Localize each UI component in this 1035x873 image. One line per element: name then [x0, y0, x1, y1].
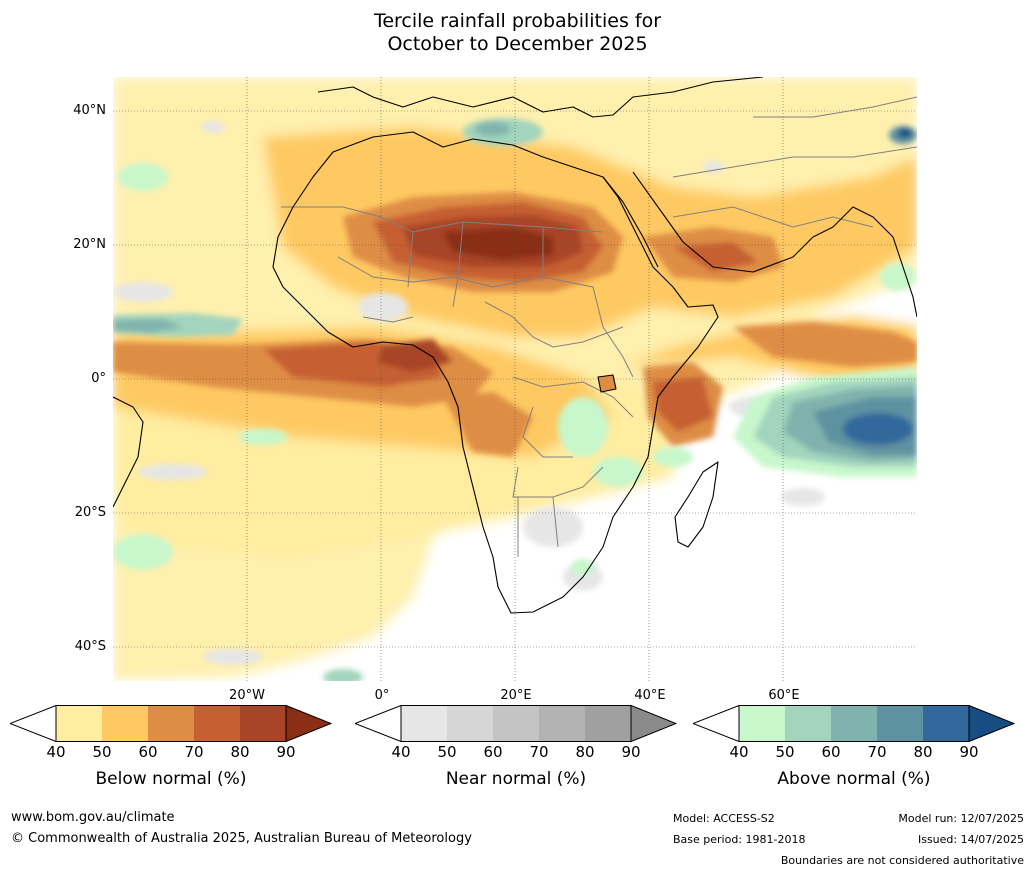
footer-issued: Issued: 14/07/2025 [917, 833, 1024, 846]
colorbar-near-normal-tick-90: 90 [621, 743, 641, 761]
colorbar-below-normal-tick-60: 60 [138, 743, 158, 761]
colorbar-above-normal-tick-90: 90 [959, 743, 979, 761]
colorbar-below-normal-swatch-40 [56, 705, 102, 742]
coastlines [113, 77, 917, 614]
colorbar-above-normal-tick-40: 40 [729, 743, 749, 761]
colorbar-below-normal-tick-40: 40 [46, 743, 66, 761]
colorbar-near-normal-tick-60: 60 [483, 743, 503, 761]
colorbar-above-normal-outline [738, 705, 970, 742]
colorbar-above-normal-tick-50: 50 [775, 743, 795, 761]
lake-victoria [597, 374, 617, 393]
colorbar-near-normal-extend-low [355, 705, 402, 743]
colorbar-below-normal-swatch-60 [148, 705, 194, 742]
map-title-line-2: October to December 2025 [387, 33, 648, 55]
lat-label-20n: 20°N [73, 237, 106, 252]
colorbar-below-normal-swatch-70 [194, 705, 240, 742]
europe-coastline [317, 77, 764, 118]
colorbar-below-normal [10, 705, 332, 743]
lon-label-40e: 40°E [634, 688, 666, 703]
colorbar-above-normal-extend-low [693, 705, 740, 743]
colorbar-near-normal-extend-high [630, 705, 677, 743]
colorbar-near-normal-swatch-50 [447, 705, 493, 742]
brazil-coastline [113, 396, 144, 508]
colorbar-below-normal-tick-80: 80 [230, 743, 250, 761]
colorbar-above-normal-swatch-80 [923, 705, 969, 742]
colorbar-near-normal-tick-80: 80 [575, 743, 595, 761]
arabia-coastline [632, 171, 917, 318]
colorbar-above-normal-swatch-50 [785, 705, 831, 742]
colorbar-near-normal-tick-70: 70 [529, 743, 549, 761]
lon-label-20e: 20°E [500, 688, 532, 703]
lon-label-0: 0° [374, 688, 390, 703]
map-title-line-1: Tercile rainfall probabilities for [373, 10, 662, 32]
africa-coastline [272, 131, 719, 614]
footer-model-run: Model run: 12/07/2025 [898, 812, 1024, 825]
colorbar-above-normal-swatch-40 [739, 705, 785, 742]
colorbar-above-normal-tick-60: 60 [821, 743, 841, 761]
colorbar-above-normal-title: Above normal (%) [777, 769, 931, 789]
colorbar-below-normal-title: Below normal (%) [95, 769, 247, 789]
colorbar-below-normal-extend-high [285, 705, 332, 743]
lat-label-40n: 40°N [73, 103, 106, 118]
colorbar-above-normal-swatch-70 [877, 705, 923, 742]
rainfall-probability-map [113, 77, 917, 681]
lat-label-equator: 0° [91, 371, 106, 386]
colorbar-near-normal-title: Near normal (%) [445, 769, 587, 789]
below-normal-strong-shading [113, 192, 917, 457]
colorbar-near-normal-swatch-70 [539, 705, 585, 742]
colorbar-below-normal-outline [55, 705, 287, 742]
footer-website: www.bom.gov.au/climate [11, 810, 175, 825]
colorbar-near-normal-swatch-40 [401, 705, 447, 742]
colorbar-near-normal-outline [400, 705, 632, 742]
colorbar-below-normal-swatch-80 [240, 705, 286, 742]
red-sea-coastline [602, 176, 659, 268]
footer-disclaimer: Boundaries are not considered authoritat… [780, 854, 1024, 867]
lon-label-60e: 60°E [768, 688, 800, 703]
footer-copyright: © Commonwealth of Australia 2025, Austra… [11, 831, 472, 846]
colorbar-above-normal [693, 705, 1015, 743]
colorbar-near-normal-swatch-80 [585, 705, 631, 742]
colorbar-above-normal-tick-80: 80 [913, 743, 933, 761]
colorbar-above-normal-tick-70: 70 [867, 743, 887, 761]
graticule [113, 77, 917, 681]
above-normal-shading [113, 118, 917, 681]
colorbar-below-normal-tick-70: 70 [184, 743, 204, 761]
colorbar-above-normal-extend-high [968, 705, 1015, 743]
lat-label-20s: 20°S [74, 505, 106, 520]
colorbar-below-normal-swatch-50 [102, 705, 148, 742]
map-title: Tercile rainfall probabilities for Octob… [0, 10, 1035, 56]
colorbar-below-normal-extend-low [10, 705, 57, 743]
colorbar-below-normal-tick-50: 50 [92, 743, 112, 761]
madagascar-coastline [674, 461, 719, 548]
lon-label-20w: 20°W [229, 688, 265, 703]
lat-label-40s: 40°S [74, 639, 106, 654]
colorbar-near-normal-swatch-60 [493, 705, 539, 742]
colorbar-near-normal-tick-40: 40 [391, 743, 411, 761]
colorbar-below-normal-tick-90: 90 [276, 743, 296, 761]
colorbar-above-normal-swatch-60 [831, 705, 877, 742]
footer-model: Model: ACCESS-S2 [673, 812, 775, 825]
country-boundaries [281, 96, 917, 557]
colorbar-near-normal-tick-50: 50 [437, 743, 457, 761]
colorbar-near-normal [355, 705, 677, 743]
footer-base-period: Base period: 1981-2018 [673, 833, 806, 846]
